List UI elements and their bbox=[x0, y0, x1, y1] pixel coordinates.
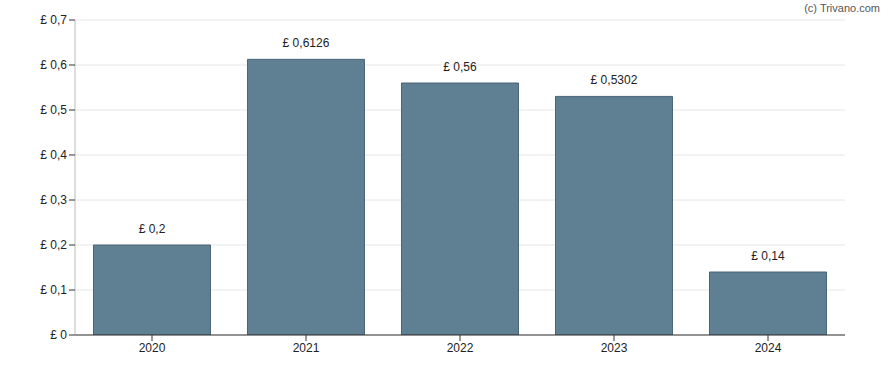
svg-text:2023: 2023 bbox=[601, 341, 628, 355]
svg-text:£ 0,4: £ 0,4 bbox=[40, 148, 67, 162]
svg-text:£ 0,14: £ 0,14 bbox=[751, 249, 785, 263]
svg-text:£ 0,1: £ 0,1 bbox=[40, 283, 67, 297]
svg-text:£ 0,5: £ 0,5 bbox=[40, 103, 67, 117]
svg-text:£ 0,6126: £ 0,6126 bbox=[283, 36, 330, 50]
svg-text:2022: 2022 bbox=[447, 341, 474, 355]
svg-text:£ 0,5302: £ 0,5302 bbox=[591, 73, 638, 87]
svg-text:£ 0,2: £ 0,2 bbox=[40, 238, 67, 252]
svg-text:£ 0,6: £ 0,6 bbox=[40, 58, 67, 72]
svg-text:2020: 2020 bbox=[139, 341, 166, 355]
html-text:(c) Trivano.com: (c) Trivano.com bbox=[804, 2, 880, 14]
svg-text:£ 0,2: £ 0,2 bbox=[139, 222, 166, 236]
svg-text:£ 0: £ 0 bbox=[50, 328, 67, 342]
svg-text:£ 0,3: £ 0,3 bbox=[40, 193, 67, 207]
svg-text:£ 0,56: £ 0,56 bbox=[443, 60, 477, 74]
svg-text:£ 0,7: £ 0,7 bbox=[40, 13, 67, 27]
svg-text:2021: 2021 bbox=[293, 341, 320, 355]
svg-text:2024: 2024 bbox=[755, 341, 782, 355]
